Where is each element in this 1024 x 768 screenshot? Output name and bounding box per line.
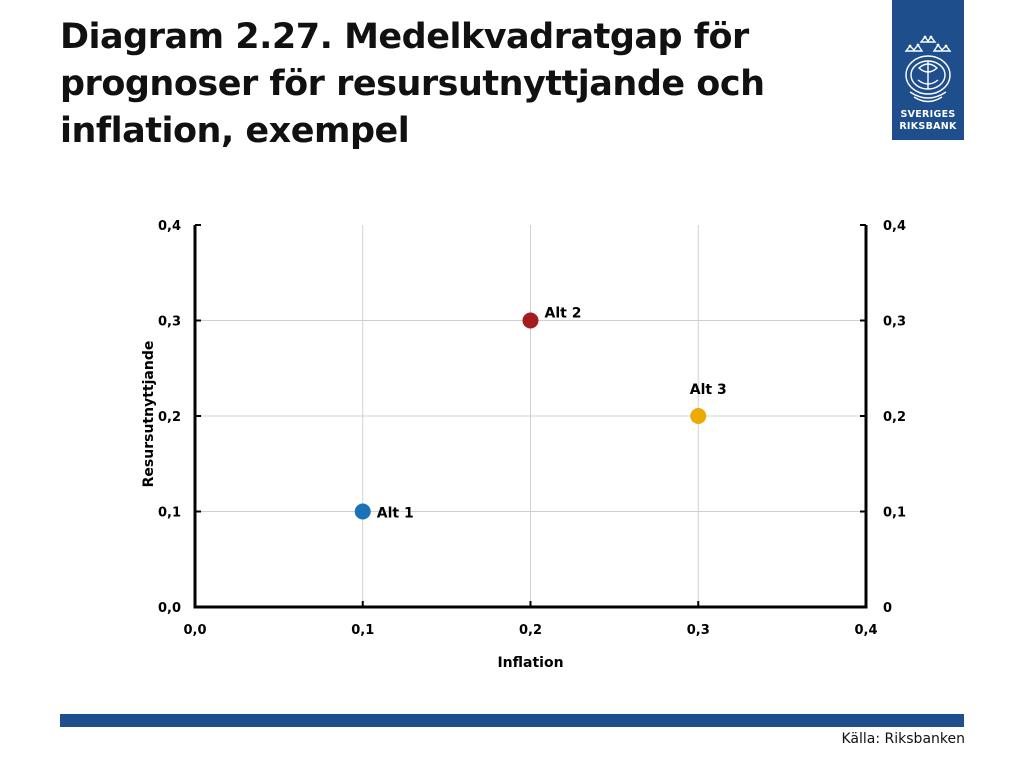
y-tick-label-right: 0,3	[883, 315, 906, 330]
data-point	[690, 408, 707, 424]
y-tick-label-left: 0,0	[158, 601, 181, 616]
y-tick-label-right: 0,2	[883, 410, 906, 425]
x-tick-label: 0,2	[519, 623, 542, 638]
riksbank-emblem-icon	[904, 35, 952, 103]
x-tick-label: 0,1	[351, 623, 374, 638]
data-point-label: Alt 3	[690, 382, 727, 398]
logo-text-line2: RIKSBANK	[899, 121, 957, 132]
y-tick-label-left: 0,2	[158, 410, 181, 425]
y-tick-label-right: 0	[883, 601, 892, 616]
y-tick-label-left: 0,3	[158, 315, 181, 330]
page-title: Diagram 2.27. Medelkvadratgap för progno…	[60, 17, 765, 151]
x-tick-label: 0,4	[854, 623, 877, 638]
riksbank-logo: SVERIGES RIKSBANK	[892, 0, 964, 140]
data-point	[522, 312, 539, 329]
data-point-label: Alt 1	[377, 506, 414, 522]
y-tick-label-left: 0,1	[158, 506, 181, 521]
data-point	[354, 503, 371, 520]
y-tick-label-right: 0,1	[883, 506, 906, 521]
data-point-label: Alt 2	[545, 306, 582, 322]
x-tick-label: 0,3	[687, 623, 710, 638]
x-tick-label: 0,0	[183, 623, 206, 638]
y-axis-label: Resursutnyttjande	[141, 341, 157, 488]
scatter-chart: 0,0 0,1 0,2 0,3 0,4 0 0,1 0,2 0,3 0,4 0,0 0,1 0,2 0,3…	[141, 219, 906, 671]
x-axis-label: Inflation	[497, 655, 563, 671]
y-tick-label-left: 0,4	[158, 219, 181, 234]
logo-text-line1: SVERIGES	[900, 109, 956, 120]
source-note: Källa: Riksbanken	[841, 731, 966, 747]
footer-bar	[60, 714, 964, 727]
y-tick-label-right: 0,4	[883, 219, 906, 234]
